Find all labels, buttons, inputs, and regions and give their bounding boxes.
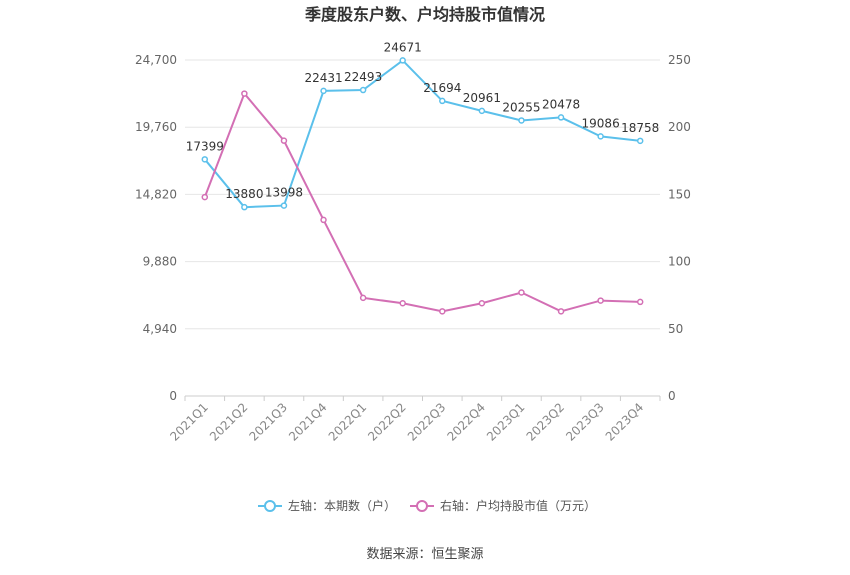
data-point (557, 308, 565, 315)
left-tick-label: 24,700 (135, 53, 177, 67)
data-point (280, 202, 288, 209)
x-tick-label: 2022Q2 (365, 400, 409, 444)
legend-item-1[interactable]: 左轴：本期数（户） (258, 498, 396, 513)
data-point (201, 156, 209, 163)
x-tick-label: 2023Q3 (563, 400, 607, 444)
data-point (399, 300, 406, 307)
x-tick-label: 2023Q2 (524, 400, 568, 444)
data-point (439, 308, 446, 315)
right-tick-label: 150 (668, 187, 691, 201)
data-point (636, 137, 644, 145)
data-label: 20255 (502, 100, 540, 114)
data-point (557, 114, 565, 121)
data-label: 17399 (186, 139, 224, 153)
x-tick-label: 2022Q3 (405, 400, 449, 444)
right-tick-label: 50 (668, 322, 683, 336)
left-tick-label: 9,880 (143, 255, 177, 269)
data-label: 21694 (423, 81, 461, 95)
data-label: 13998 (265, 186, 303, 200)
right-tick-label: 200 (668, 120, 691, 134)
right-tick-label: 100 (668, 255, 691, 269)
legend-swatch-marker (264, 500, 276, 512)
data-label: 22493 (344, 70, 382, 84)
left-tick-label: 19,760 (135, 120, 177, 134)
data-point (518, 289, 525, 296)
series-1: 17399 13880 13998 22431 22493 24671 2169420961… (186, 40, 659, 211)
data-point (241, 203, 248, 211)
legend-item-2[interactable]: 右轴：户均持股市值（万元） (410, 498, 596, 513)
data-point (320, 216, 327, 224)
data-point (518, 117, 525, 124)
series-line (203, 91, 641, 313)
x-tick-label: 2023Q1 (484, 400, 528, 444)
legend-label: 右轴：户均持股市值（万元） (440, 498, 596, 513)
x-tick-label: 2021Q3 (247, 400, 291, 444)
left-tick-label: 14,820 (135, 187, 177, 201)
series-layer: 17399 13880 13998 22431 22493 24671 2169420961… (186, 40, 659, 315)
data-label: 18758 (621, 121, 659, 135)
data-point (399, 57, 406, 64)
x-tick-label: 2022Q4 (444, 400, 488, 444)
source-text: 数据来源：恒生聚源 (366, 547, 483, 562)
data-label: 13880 (225, 187, 263, 201)
x-tick-label: 2021Q4 (286, 400, 330, 444)
data-point (359, 294, 367, 302)
legend-swatch-marker (416, 500, 428, 512)
x-tick-label: 2021Q2 (207, 400, 251, 444)
data-point (280, 137, 288, 144)
data-point (201, 193, 209, 201)
x-axis: 2021Q12021Q22021Q32021Q42022Q12022Q22022… (167, 396, 661, 444)
right-tick-label: 0 (668, 389, 676, 403)
data-label: 20478 (542, 97, 580, 111)
data-point (478, 300, 486, 307)
data-point (439, 97, 446, 105)
data-point (636, 298, 644, 306)
legend-label: 左轴：本期数（户） (288, 498, 396, 513)
series-2 (201, 90, 644, 315)
data-label: 24671 (384, 40, 422, 54)
data-label: 22431 (304, 71, 342, 85)
legend[interactable]: 左轴：本期数（户） 右轴：户均持股市值（万元） (258, 498, 596, 513)
grid-lines (185, 59, 660, 397)
left-tick-label: 0 (169, 389, 177, 403)
x-tick-label: 2022Q1 (326, 400, 370, 444)
data-point (241, 90, 248, 97)
data-point (359, 86, 367, 94)
data-point (597, 297, 604, 304)
right-axis: 0 50 100 150 200 250 (668, 53, 691, 403)
chart-title: 季度股东户数、户均持股市值情况 (304, 5, 545, 24)
data-point (478, 107, 486, 115)
series-line (204, 59, 641, 209)
data-point (597, 133, 604, 140)
left-axis: 0 4,940 9,880 14,820 19,760 24,700 (135, 53, 177, 403)
data-label: 20961 (463, 91, 501, 105)
x-tick-label: 2023Q4 (603, 400, 647, 444)
data-point (320, 87, 327, 95)
data-label: 19086 (582, 116, 620, 130)
right-tick-label: 250 (668, 53, 691, 67)
left-tick-label: 4,940 (143, 322, 177, 336)
x-tick-label: 2021Q1 (167, 400, 211, 444)
